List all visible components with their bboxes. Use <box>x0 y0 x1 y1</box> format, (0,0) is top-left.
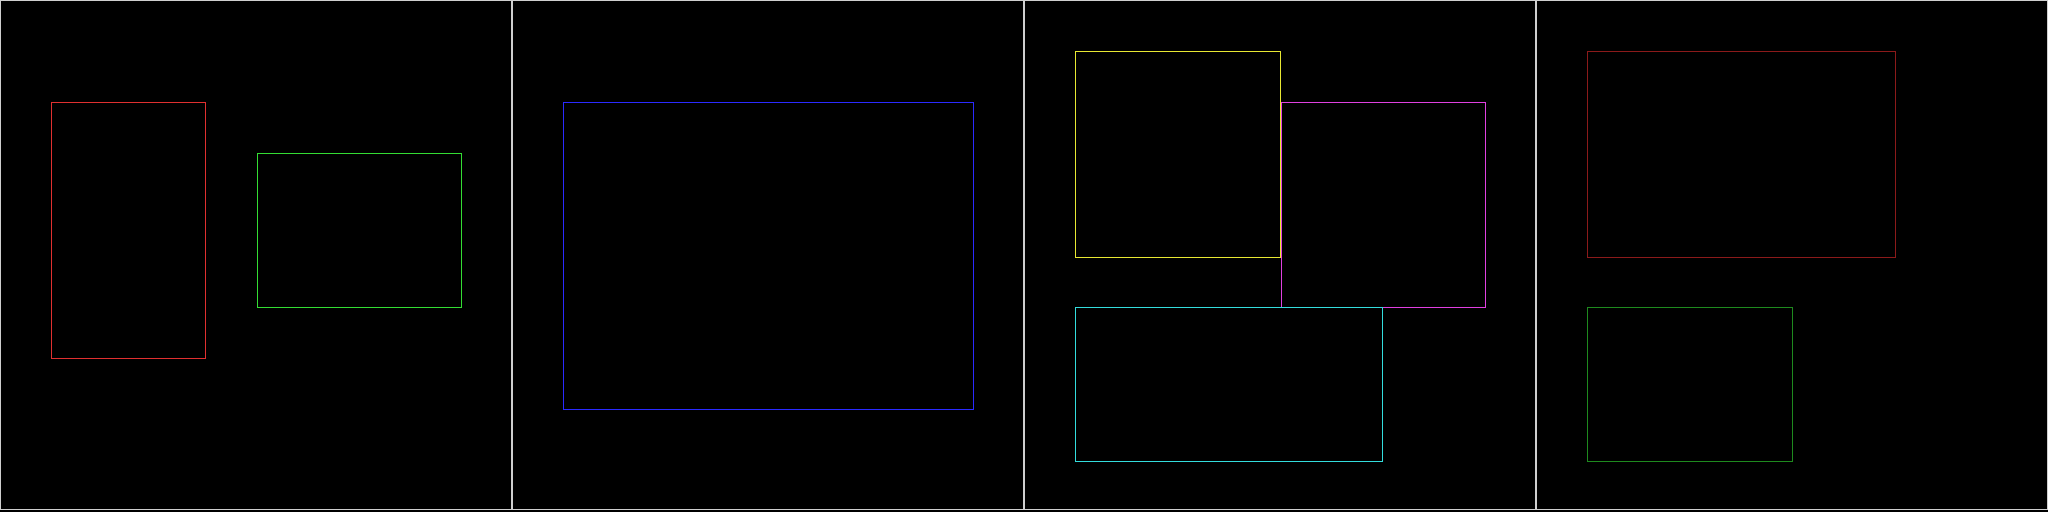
panel-4-box-2 <box>1587 307 1793 462</box>
panel-1-box-2 <box>257 153 462 308</box>
panel-4-box-1 <box>1587 51 1896 258</box>
panel-2 <box>512 0 1024 510</box>
panel-1-box-1 <box>51 102 206 359</box>
panel-3 <box>1024 0 1536 510</box>
panel-3-box-2 <box>1281 102 1486 308</box>
panel-1 <box>0 0 512 510</box>
panel-3-box-1 <box>1075 51 1281 258</box>
panel-4 <box>1536 0 2048 510</box>
panel-2-box-1 <box>563 102 974 410</box>
panel-3-box-3 <box>1075 307 1383 462</box>
